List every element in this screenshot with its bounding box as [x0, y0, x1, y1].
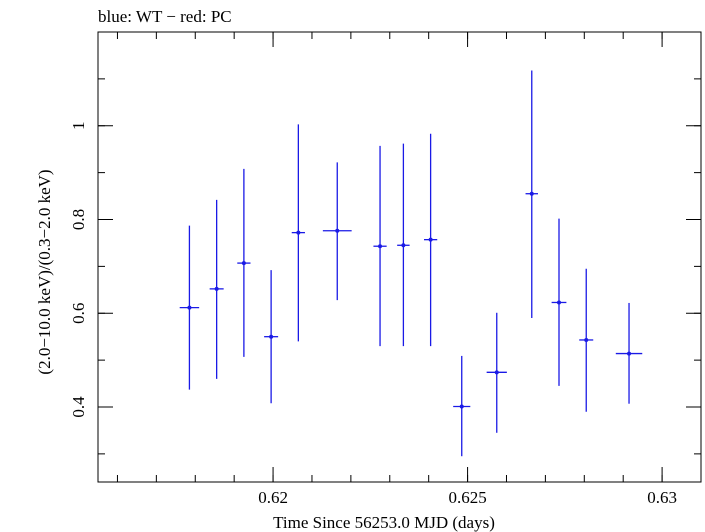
data-point — [264, 270, 279, 404]
x-tick-label: 0.62 — [258, 488, 288, 507]
y-tick-label: 1 — [69, 122, 88, 131]
point-marker — [627, 351, 632, 356]
y-axis-label: (2.0−10.0 keV)/(0.3−2.0 keV) — [35, 169, 54, 374]
data-point — [322, 162, 352, 301]
point-marker — [459, 404, 464, 409]
point-marker — [428, 237, 433, 242]
point-marker — [187, 305, 192, 310]
data-point — [424, 133, 438, 347]
data-points — [179, 70, 643, 457]
x-tick-label: 0.625 — [448, 488, 486, 507]
chart-title: blue: WT − red: PC — [98, 7, 232, 26]
data-point — [291, 124, 305, 342]
data-point — [525, 70, 538, 318]
point-marker — [494, 370, 499, 375]
data-point — [209, 199, 224, 379]
x-axis-label: Time Since 56253.0 MJD (days) — [273, 513, 495, 532]
y-tick-label: 0.4 — [69, 396, 88, 418]
tick-labels: 0.62 0.625 0.63 0.4 0.6 0.8 1 — [69, 122, 677, 508]
plot-frame — [97, 31, 702, 483]
point-marker — [335, 228, 340, 233]
data-point — [179, 225, 200, 390]
point-marker — [378, 244, 383, 249]
data-point — [397, 143, 410, 347]
x-tick-label: 0.63 — [647, 488, 677, 507]
data-point — [551, 218, 567, 386]
y-tick-label: 0.6 — [69, 303, 88, 324]
data-point — [373, 145, 387, 347]
point-marker — [214, 286, 219, 291]
point-marker — [269, 334, 274, 339]
point-marker — [401, 243, 406, 248]
point-marker — [557, 300, 562, 305]
point-marker — [529, 191, 534, 196]
data-point — [237, 168, 251, 357]
data-point — [486, 312, 507, 433]
point-marker — [241, 261, 246, 266]
point-marker — [296, 230, 301, 235]
data-point — [453, 355, 471, 457]
axis-ticks — [98, 31, 702, 482]
point-marker — [584, 337, 589, 342]
data-point — [579, 268, 594, 412]
y-tick-label: 0.8 — [69, 209, 88, 230]
data-point — [615, 302, 643, 404]
